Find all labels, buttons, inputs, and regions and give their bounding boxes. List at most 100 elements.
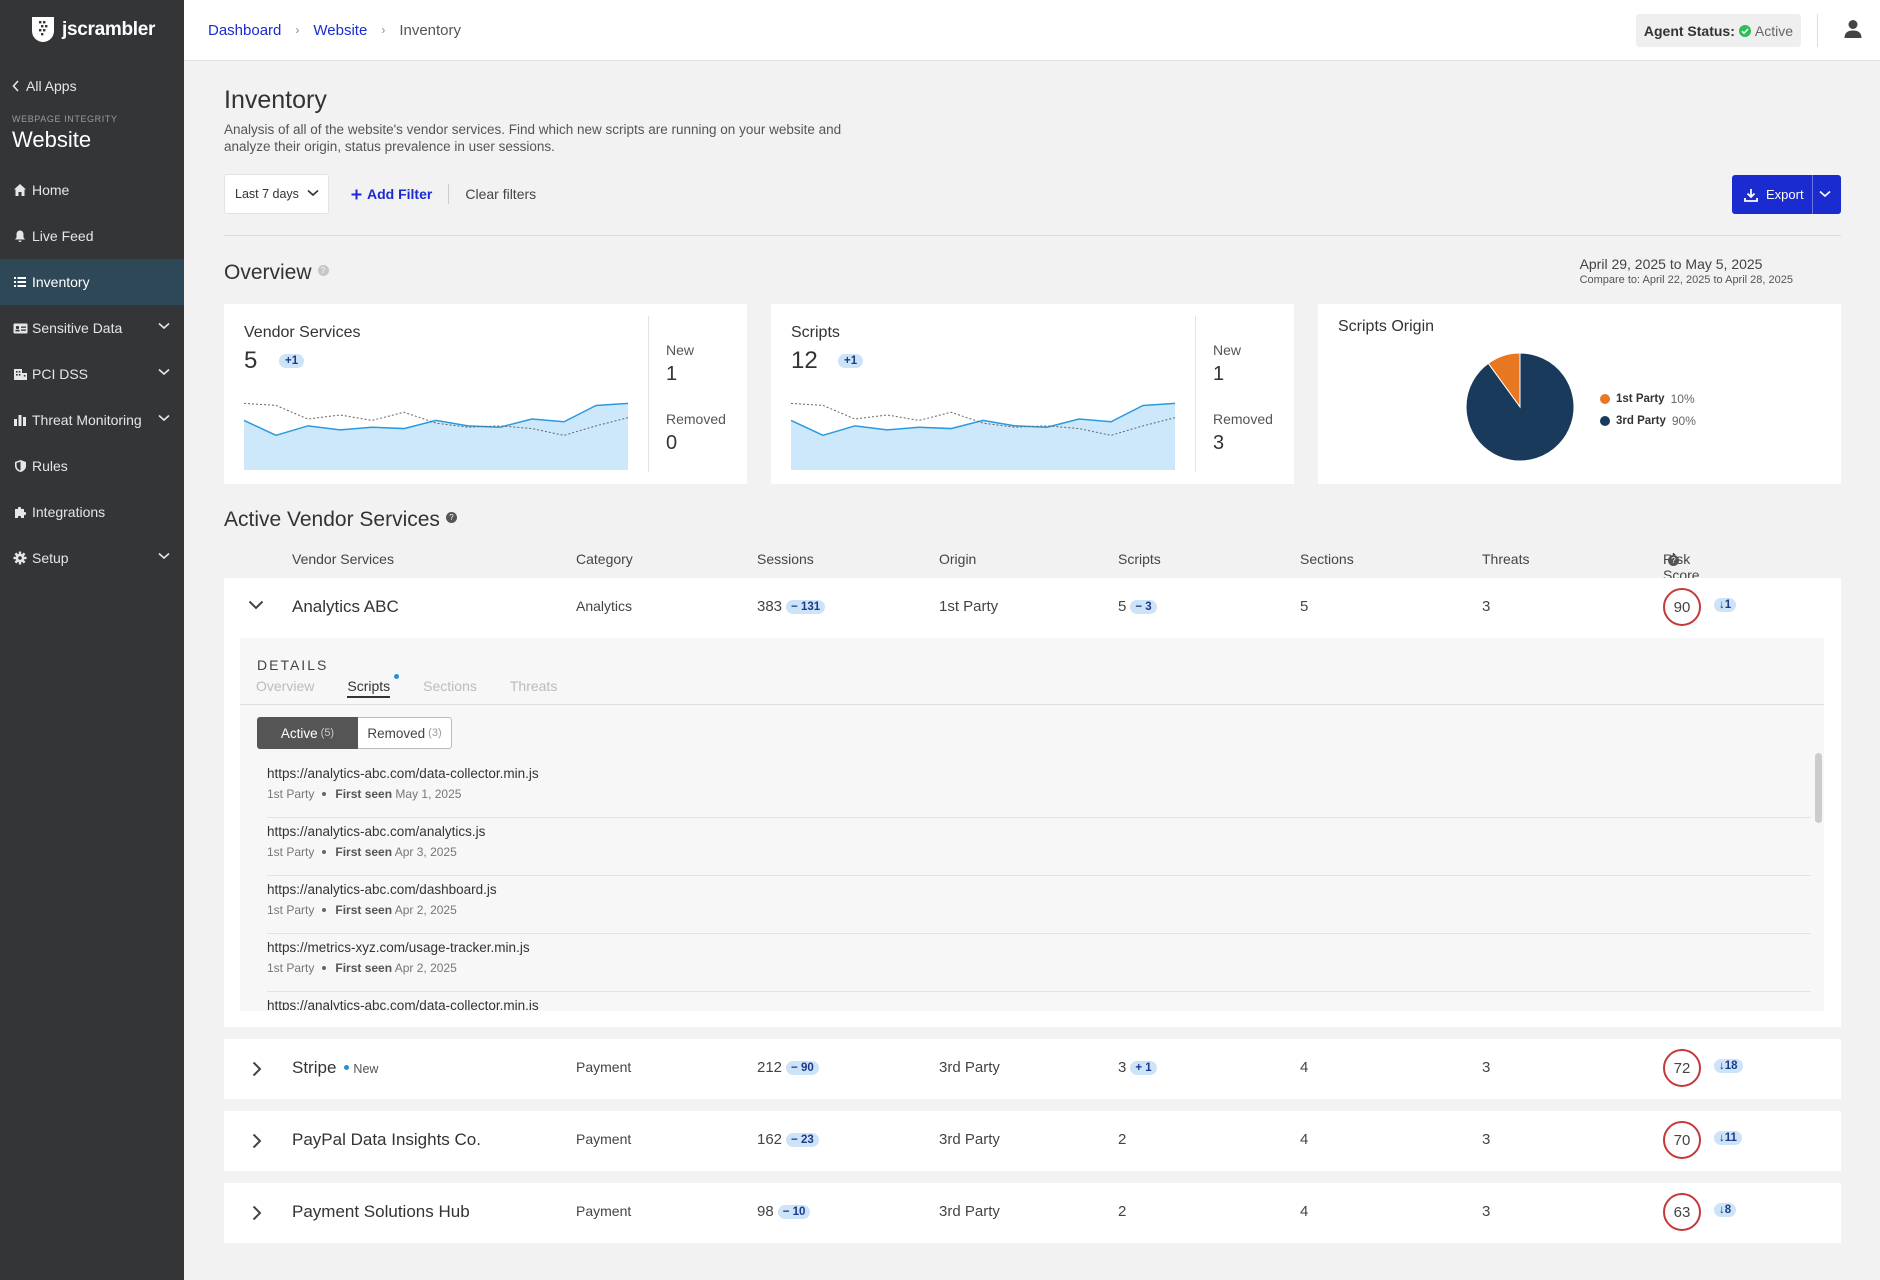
list-item[interactable]: https://analytics-abc.com/data-collector… (267, 992, 1811, 1010)
logo[interactable]: jscrambler (0, 0, 184, 60)
column-header-threats[interactable]: Threats (1482, 551, 1530, 567)
column-header-sessions[interactable]: Sessions (757, 551, 814, 567)
pie-slice-3rd-party[interactable] (1465, 352, 1575, 462)
agent-status[interactable]: Agent Status: Active (1635, 14, 1801, 47)
list-item[interactable]: https://analytics-abc.com/analytics.js 1… (267, 818, 1811, 876)
export-button[interactable]: Export (1732, 175, 1841, 214)
vendor-scripts: 5− 3 (1118, 598, 1157, 615)
script-url[interactable]: https://analytics-abc.com/data-collector… (267, 766, 539, 781)
vendor-services-sparkline (244, 402, 628, 470)
vendor-name: PayPal Data Insights Co. (292, 1130, 481, 1149)
chevron-right-icon[interactable] (252, 1061, 262, 1077)
table-row[interactable]: PayPal Data Insights Co. Payment 162− 23… (224, 1111, 1841, 1171)
sidebar-item-live-feed[interactable]: Live Feed (0, 213, 184, 259)
breadcrumb: Dashboard › Website › Inventory (184, 22, 461, 39)
tab-scripts-label: Scripts (347, 678, 391, 694)
vendor-name: Stripe (292, 1058, 337, 1077)
meta-separator (322, 908, 327, 912)
script-url[interactable]: https://metrics-xyz.com/usage-tracker.mi… (267, 940, 530, 955)
vendor-scripts: 2 (1118, 1131, 1127, 1148)
help-icon[interactable]: ? (1668, 555, 1679, 566)
column-header-sections[interactable]: Sections (1300, 551, 1354, 567)
download-icon (1744, 188, 1758, 202)
vendor-origin: 3rd Party (939, 1203, 1000, 1220)
help-icon[interactable]: ? (445, 512, 457, 523)
vendor-origin: 1st Party (939, 598, 999, 615)
help-icon[interactable]: ? (317, 265, 329, 276)
user-icon[interactable] (1844, 19, 1862, 39)
list-item[interactable]: https://metrics-xyz.com/usage-tracker.mi… (267, 934, 1811, 992)
vendor-category: Payment (576, 1059, 632, 1075)
sidebar-item-threat-monitoring[interactable]: Threat Monitoring (0, 397, 184, 443)
table-row[interactable]: Analytics ABC Analytics 383− 131 1st Par… (224, 578, 1841, 638)
vendor-name-cell: Stripe New (292, 1058, 378, 1078)
sidebar-item-inventory[interactable]: Inventory (0, 259, 184, 305)
column-header-vendor[interactable]: Vendor Services (292, 551, 394, 567)
risk-delta-badge: ↓18 (1714, 1059, 1743, 1073)
overview-title: Overview? (224, 261, 329, 285)
date-range-text: April 29, 2025 to May 5, 2025 (1579, 256, 1763, 272)
column-header-risk-score[interactable]: Risk Score? (1663, 551, 1700, 583)
sidebar-item-home[interactable]: Home (0, 167, 184, 213)
clear-filters-button[interactable]: Clear filters (465, 186, 537, 202)
column-header-origin[interactable]: Origin (939, 551, 977, 567)
all-apps-link[interactable]: All Apps (0, 60, 184, 94)
chevron-down-icon[interactable] (1819, 190, 1831, 198)
sessions-value: 212 (757, 1059, 783, 1076)
column-header-category[interactable]: Category (576, 551, 633, 567)
chevron-down-icon (158, 552, 170, 560)
card-divider (648, 316, 649, 472)
compare-label: Compare to: (1579, 274, 1641, 286)
check-circle-icon (1738, 24, 1751, 37)
column-header-scripts[interactable]: Scripts (1118, 551, 1161, 567)
script-origin: 1st Party (267, 845, 315, 859)
breadcrumb-dashboard[interactable]: Dashboard (208, 21, 282, 39)
vendor-threats: 3 (1482, 598, 1491, 615)
tab-sections[interactable]: Sections (423, 678, 477, 694)
sidebar-item-label: Threat Monitoring (32, 412, 142, 428)
table-row[interactable]: Payment Solutions Hub Payment 98− 10 3rd… (224, 1183, 1841, 1243)
date-range-select[interactable]: Last 7 days (224, 174, 329, 214)
card-title: Scripts (791, 324, 840, 341)
sidebar-item-sensitive-data[interactable]: Sensitive Data (0, 305, 184, 351)
active-scripts-toggle[interactable]: Active (5) (257, 717, 358, 749)
script-url[interactable]: https://analytics-abc.com/analytics.js (267, 824, 486, 839)
removed-scripts-toggle[interactable]: Removed (3) (358, 717, 452, 749)
scrollbar[interactable] (1815, 753, 1822, 823)
export-label: Export (1766, 187, 1804, 202)
page-description: Analysis of all of the website's vendor … (224, 122, 842, 154)
list-item[interactable]: https://analytics-abc.com/data-collector… (267, 760, 1811, 818)
vendor-sessions: 383− 131 (757, 598, 826, 615)
card-title: Vendor Services (244, 324, 361, 341)
risk-score: 70 (1663, 1121, 1701, 1159)
chevron-right-icon[interactable] (252, 1205, 262, 1221)
script-url[interactable]: https://analytics-abc.com/dashboard.js (267, 882, 497, 897)
script-url[interactable]: https://analytics-abc.com/data-collector… (267, 998, 539, 1010)
removed-value: 0 (666, 432, 678, 454)
shield-icon (12, 458, 28, 474)
scripts-card: Scripts 12 +1 New 1 Removed 3 (771, 304, 1294, 484)
vendor-sessions: 162− 23 (757, 1131, 819, 1148)
chevron-right-icon[interactable] (252, 1133, 262, 1149)
breadcrumb-website[interactable]: Website (313, 21, 368, 39)
vendor-scripts: 3 + 1 (1118, 1059, 1157, 1076)
series-area (244, 403, 628, 470)
tab-threats[interactable]: Threats (509, 678, 558, 694)
chevron-down-icon[interactable] (248, 600, 264, 610)
scripts-origin-pie (1465, 352, 1575, 462)
sidebar-item-rules[interactable]: Rules (0, 443, 184, 489)
plus-icon (351, 189, 362, 199)
sidebar-item-setup[interactable]: Setup (0, 535, 184, 581)
vendor-origin: 3rd Party (939, 1131, 1000, 1148)
table-row[interactable]: Stripe New Payment 212− 90 3rd Party 3 + 1… (224, 1039, 1841, 1099)
sidebar-item-integrations[interactable]: Integrations (0, 489, 184, 535)
tab-overview[interactable]: Overview (256, 678, 315, 694)
meta-separator (322, 792, 327, 796)
tab-scripts[interactable]: Scripts (347, 674, 400, 698)
list-item[interactable]: https://analytics-abc.com/dashboard.js 1… (267, 876, 1811, 934)
new-tag: New (344, 1062, 378, 1076)
add-filter-button[interactable]: Add Filter (351, 186, 432, 202)
chevron-down-icon (158, 414, 170, 422)
sidebar-item-pci-dss[interactable]: PCI DSS (0, 351, 184, 397)
sidebar-item-label: Integrations (32, 504, 106, 520)
